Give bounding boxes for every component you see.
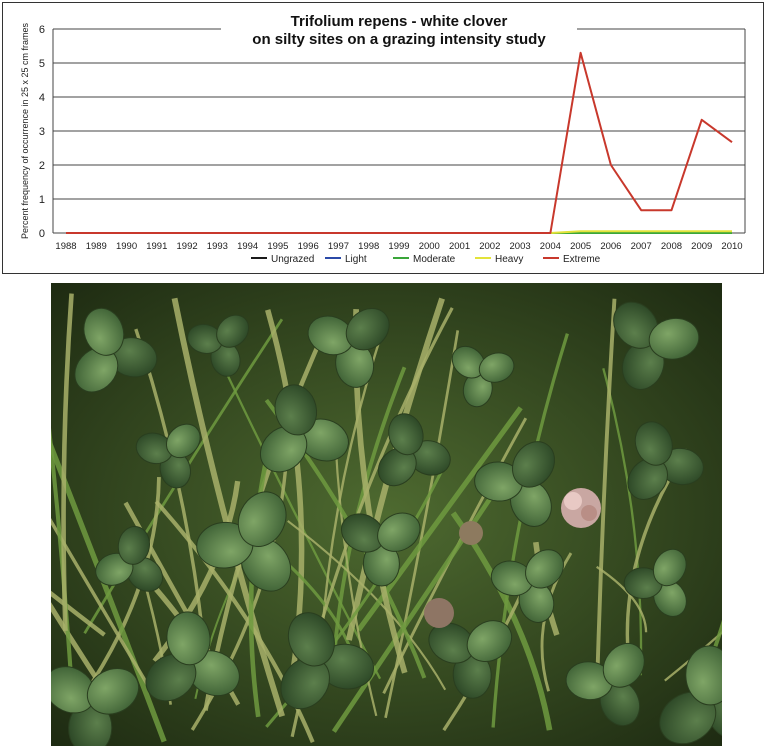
grass-blade — [51, 439, 167, 743]
grass-blade — [217, 355, 382, 680]
x-tick-label: 1999 — [388, 241, 409, 252]
grass-blade — [171, 297, 285, 718]
clover-leaf — [565, 642, 645, 727]
legend-label: Light — [345, 254, 367, 265]
x-tick-label: 2007 — [631, 241, 652, 252]
x-tick-label: 1990 — [116, 241, 137, 252]
grass-blade — [287, 520, 447, 691]
clover-leaf — [95, 525, 163, 592]
y-tick-label: 5 — [39, 58, 45, 70]
x-tick-label: 1997 — [328, 241, 349, 252]
y-tick-label: 4 — [39, 92, 45, 104]
clover-leaf — [145, 611, 240, 702]
y-tick-label: 6 — [39, 24, 45, 36]
y-tick-label: 2 — [39, 160, 45, 172]
clover-leaf — [627, 421, 704, 500]
x-tick-label: 2001 — [449, 241, 470, 252]
clover-leaf — [341, 512, 421, 587]
y-tick-label: 1 — [39, 194, 45, 206]
clover-leaf — [659, 645, 722, 745]
series-line-extreme — [66, 51, 733, 234]
x-tick-label: 1991 — [146, 241, 167, 252]
grass-blade — [491, 333, 569, 728]
grass-blade — [248, 453, 270, 718]
chart-panel: 0 1 2 3 4 5 6 1988 1989 1990 1991 1992 1993 1994 1995 1… — [2, 2, 764, 274]
clover-leaf — [451, 345, 515, 408]
x-tick-label: 2002 — [479, 241, 500, 252]
legend-label: Ungrazed — [271, 254, 314, 265]
grass-blade — [51, 427, 73, 675]
x-tick-label: 2008 — [661, 241, 682, 252]
clover-leaf — [428, 620, 513, 699]
grass-blade — [51, 602, 112, 699]
x-tick-label: 1998 — [358, 241, 379, 252]
clover-leaf — [490, 549, 564, 623]
x-tick-label: 2009 — [691, 241, 712, 252]
clover-leaf — [259, 384, 349, 473]
x-tick-label: 1988 — [55, 241, 76, 252]
legend-label: Extreme — [563, 254, 601, 265]
y-tick-label: 0 — [39, 228, 45, 240]
x-tick-label: 1994 — [237, 241, 258, 252]
chart-title-line1: Trifolium repens - white clover — [291, 13, 508, 30]
x-tick-label: 2005 — [570, 241, 591, 252]
clover-leaves — [51, 301, 722, 746]
clover-leaf — [51, 666, 140, 746]
chart-title-line2: on silty sites on a grazing intensity st… — [252, 31, 546, 48]
grass-blade — [701, 619, 722, 681]
clover-leaf — [74, 307, 158, 393]
grass-blade — [596, 565, 648, 633]
clover-photo-illustration — [51, 283, 722, 746]
clover-flower — [424, 488, 601, 628]
clover-leaf — [187, 314, 250, 377]
clover-leaf — [474, 441, 556, 527]
grass-blade — [356, 406, 523, 632]
grass-blade — [61, 293, 74, 631]
x-tick-label: 2006 — [600, 241, 621, 252]
legend-label: Heavy — [495, 254, 523, 265]
line-chart: 0 1 2 3 4 5 6 1988 1989 1990 1991 1992 1993 1994 1995 1… — [20, 9, 746, 265]
x-tick-label: 1993 — [207, 241, 228, 252]
x-tick-label: 1996 — [298, 241, 319, 252]
clover-leaf — [623, 548, 687, 617]
title-background — [221, 9, 577, 49]
x-tick-label: 1989 — [86, 241, 107, 252]
y-tick-label: 3 — [39, 126, 45, 138]
x-tick-label: 1995 — [267, 241, 288, 252]
clover-leaf — [135, 423, 201, 489]
clover-leaf — [613, 301, 700, 390]
clover-leaf — [307, 308, 390, 388]
grass-blade — [595, 298, 617, 673]
grass-blade — [602, 368, 643, 676]
legend-label: Moderate — [413, 254, 456, 265]
clover-photo — [51, 283, 722, 746]
clover-leaf — [280, 612, 375, 710]
grass-blade — [331, 480, 504, 733]
x-tick-label: 1992 — [177, 241, 198, 252]
x-tick-label: 2004 — [540, 241, 561, 252]
x-tick-label: 2000 — [419, 241, 440, 252]
x-tick-label: 2003 — [510, 241, 531, 252]
y-axis-label: Percent frequency of occurrence in 25 x … — [20, 22, 30, 239]
clover-leaf — [196, 491, 292, 592]
x-tick-label: 2010 — [721, 241, 742, 252]
grass-blade — [51, 590, 106, 637]
clover-leaf — [377, 413, 451, 487]
grass-blade — [51, 518, 151, 688]
